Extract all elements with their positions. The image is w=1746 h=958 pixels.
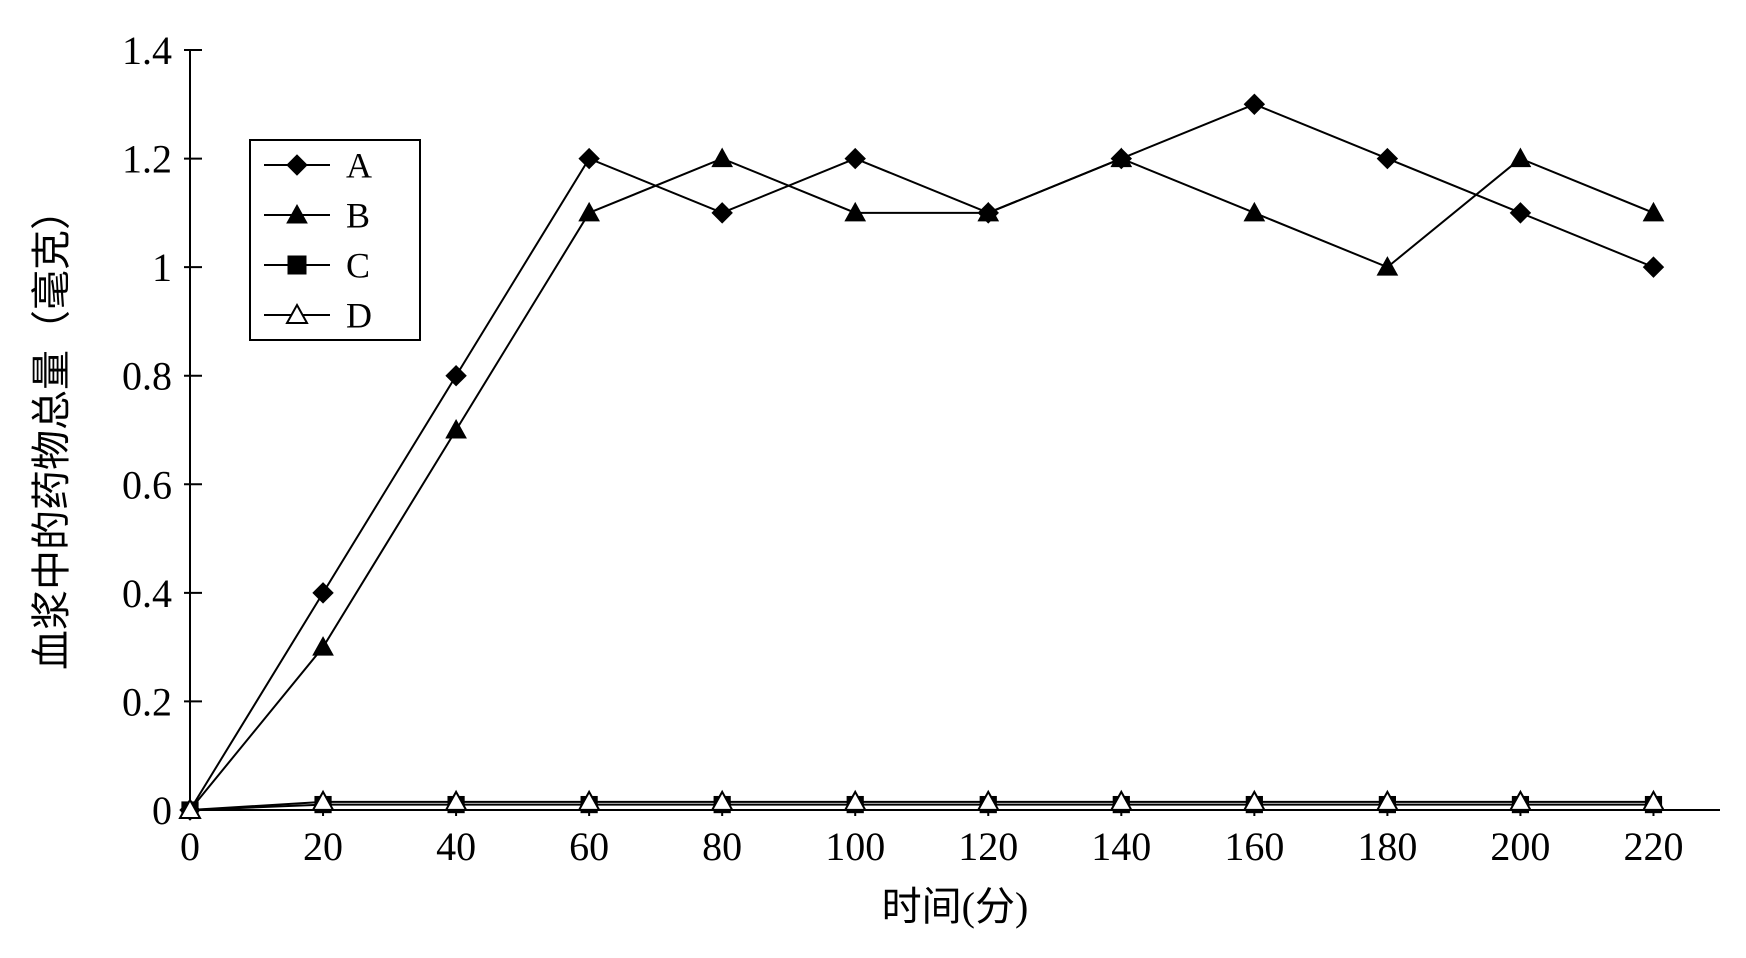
x-tick-label: 40 — [436, 824, 476, 869]
x-tick-label: 60 — [569, 824, 609, 869]
line-chart: 0 0.2 0.4 0.6 0.8 1 1.2 1.4 0 20 40 60 80 100 120 140 16… — [20, 20, 1746, 938]
y-tick-label: 1 — [152, 245, 172, 290]
x-tick-label: 160 — [1224, 824, 1284, 869]
x-axis-title: 时间(分) — [882, 884, 1029, 929]
y-tick-label: 1.4 — [122, 28, 172, 73]
legend-label: B — [346, 196, 370, 236]
x-tick-label: 180 — [1357, 824, 1417, 869]
square-marker-icon — [288, 256, 306, 274]
x-tick-label: 0 — [180, 824, 200, 869]
y-tick-label: 0 — [152, 788, 172, 833]
x-tick-label: 80 — [702, 824, 742, 869]
y-tick-label: 1.2 — [122, 137, 172, 182]
legend-label: C — [346, 246, 370, 286]
y-axis-title: 血浆中的药物总量（毫克） — [29, 190, 74, 670]
chart-container: 0 0.2 0.4 0.6 0.8 1 1.2 1.4 0 20 40 60 80 100 120 140 16… — [20, 20, 1746, 938]
x-tick-label: 220 — [1623, 824, 1683, 869]
x-tick-label: 100 — [825, 824, 885, 869]
x-tick-label: 120 — [958, 824, 1018, 869]
x-tick-label: 20 — [303, 824, 343, 869]
x-tick-label: 200 — [1490, 824, 1550, 869]
legend-label: D — [346, 296, 372, 336]
y-tick-label: 0.2 — [122, 679, 172, 724]
y-tick-label: 0.6 — [122, 462, 172, 507]
x-tick-label: 140 — [1091, 824, 1151, 869]
y-tick-label: 0.4 — [122, 571, 172, 616]
legend-label: A — [346, 146, 372, 186]
y-tick-label: 0.8 — [122, 354, 172, 399]
